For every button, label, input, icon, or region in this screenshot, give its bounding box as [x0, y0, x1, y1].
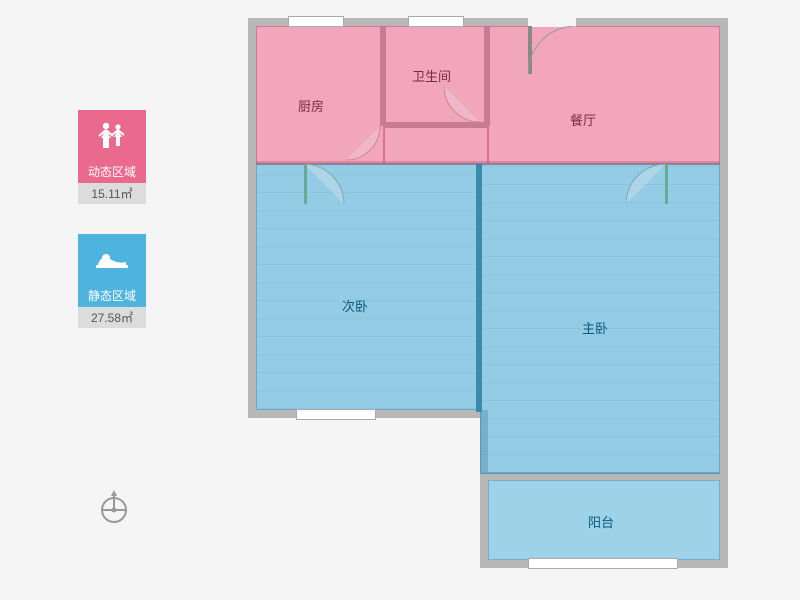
- room-corridor: [384, 126, 488, 164]
- interior-wall: [380, 26, 386, 126]
- rest-icon: [78, 234, 146, 284]
- window: [528, 558, 678, 569]
- door-leaf: [528, 26, 532, 74]
- room-bedroom1: [480, 164, 720, 474]
- wall: [248, 18, 256, 418]
- window: [288, 16, 344, 27]
- door-leaf: [665, 164, 668, 204]
- legend: 动态区域 15.11㎡ 静态区域 27.58㎡: [78, 110, 146, 358]
- legend-static-label: 静态区域: [78, 284, 146, 307]
- legend-dynamic-label: 动态区域: [78, 160, 146, 183]
- room-balcony: [488, 480, 720, 560]
- legend-static: 静态区域 27.58㎡: [78, 234, 146, 328]
- floorplan: 厨房 卫生间 餐厅 次卧 主卧 阳台: [248, 18, 748, 582]
- wall: [720, 480, 728, 568]
- window: [296, 409, 376, 420]
- room-bedroom2: [256, 164, 480, 410]
- interior-wall: [384, 122, 488, 128]
- wall: [480, 480, 488, 568]
- legend-dynamic: 动态区域 15.11㎡: [78, 110, 146, 204]
- door-opening: [528, 17, 576, 27]
- interior-wall: [476, 164, 482, 412]
- interior-wall: [256, 161, 720, 165]
- room-bathroom: [384, 26, 488, 126]
- door-leaf: [304, 164, 307, 204]
- window: [408, 16, 464, 27]
- room-dining: [488, 26, 720, 164]
- people-icon: [78, 110, 146, 160]
- wall: [720, 18, 728, 480]
- compass-icon: [96, 490, 132, 526]
- room-kitchen: [256, 26, 384, 164]
- legend-static-value: 27.58㎡: [78, 307, 146, 328]
- legend-dynamic-value: 15.11㎡: [78, 183, 146, 204]
- interior-wall: [484, 26, 490, 126]
